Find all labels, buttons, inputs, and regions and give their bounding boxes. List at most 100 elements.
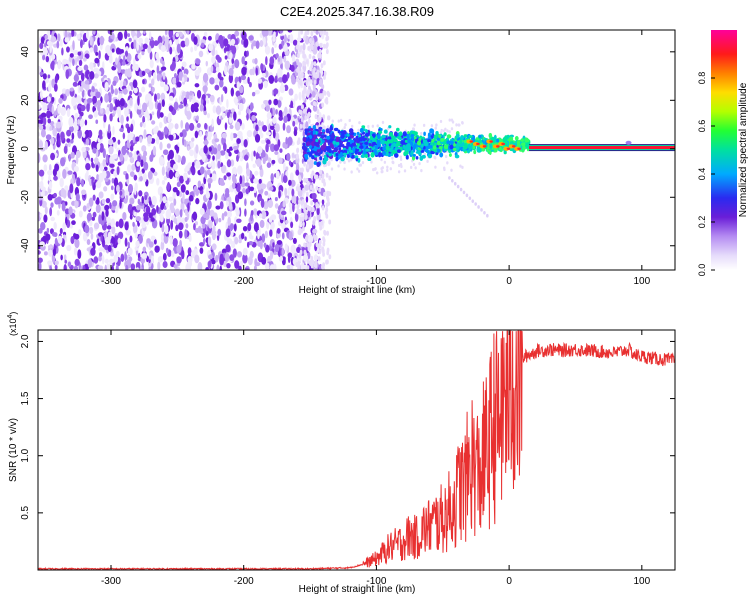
noise-cell (142, 43, 148, 50)
noise-cell (38, 228, 43, 234)
signal-cell (429, 144, 433, 149)
faint-cell (420, 169, 423, 173)
signal-cell (446, 134, 452, 139)
noise-cell (231, 57, 235, 65)
noise-cell (89, 71, 95, 80)
noise-cell (64, 259, 68, 264)
noise-cell (291, 76, 296, 85)
signal-cell (440, 137, 445, 142)
noise-cell (71, 220, 76, 226)
signal-cell (321, 129, 325, 133)
noise-cell (279, 148, 283, 153)
noise-cell (195, 115, 199, 121)
noise-cell (53, 175, 58, 181)
noise-cell (54, 75, 58, 84)
noise-cell (326, 247, 330, 253)
noise-cell (303, 203, 307, 209)
noise-cell (312, 100, 316, 106)
signal-cell (372, 141, 377, 146)
noise-cell (207, 199, 212, 210)
noise-cell (298, 253, 302, 259)
noise-cell (312, 198, 318, 203)
noise-cell (274, 196, 278, 202)
signal-cell (356, 139, 360, 144)
noise-cell (161, 179, 166, 185)
noise-cell (274, 43, 277, 48)
noise-cell (49, 207, 53, 217)
noise-cell (263, 80, 269, 88)
noise-cell (174, 208, 180, 217)
signal-cell (359, 127, 364, 134)
noise-cell (300, 200, 304, 206)
noise-cell (323, 229, 326, 235)
signal-cell (433, 142, 437, 147)
noise-cell (322, 262, 326, 268)
noise-cell (292, 39, 298, 46)
signal-cell (341, 144, 345, 148)
signal-cell (361, 154, 365, 158)
faint-cell (343, 167, 346, 171)
noise-cell (82, 205, 87, 212)
faint-cell (389, 167, 392, 171)
noise-cell (110, 185, 114, 191)
noise-cell (39, 71, 44, 76)
noise-cell (97, 37, 101, 47)
noise-cell (299, 123, 303, 129)
noise-cell (328, 219, 332, 225)
noise-cell (299, 220, 303, 228)
noise-cell (206, 169, 211, 176)
noise-cell (104, 244, 109, 251)
noise-cell (268, 99, 272, 105)
noise-cell (187, 247, 192, 256)
noise-cell (313, 236, 317, 242)
noise-cell (173, 217, 178, 224)
noise-cell (325, 42, 329, 48)
noise-cell (45, 233, 51, 241)
noise-cell (138, 170, 143, 177)
noise-cell (60, 106, 66, 116)
faint-cell (339, 118, 343, 122)
noise-cell (252, 208, 258, 216)
noise-cell (247, 222, 252, 232)
noise-cell (234, 260, 240, 269)
noise-cell (117, 237, 121, 245)
noise-cell (130, 42, 135, 50)
noise-cell (232, 248, 237, 258)
noise-cell (295, 77, 299, 83)
signal-cell (467, 143, 472, 149)
noise-cell (73, 165, 79, 172)
noise-cell (317, 256, 321, 262)
faint-cell (412, 127, 415, 131)
signal-cell (405, 154, 409, 160)
noise-cell (111, 266, 114, 270)
signal-cell (406, 134, 410, 140)
noise-cell (205, 60, 208, 67)
noise-cell (253, 178, 259, 184)
noise-cell (173, 101, 179, 111)
noise-cell (157, 256, 164, 263)
faint-cell (448, 130, 451, 134)
noise-cell (313, 61, 317, 67)
noise-cell (129, 110, 133, 119)
faint-cell (386, 168, 389, 172)
noise-cell (302, 187, 305, 193)
noise-cell (99, 35, 105, 46)
noise-cell (175, 135, 180, 140)
noise-cell (241, 122, 245, 130)
noise-cell (258, 196, 263, 202)
noise-cell (113, 177, 119, 188)
signal-cell (340, 156, 345, 162)
noise-cell (188, 194, 194, 202)
noise-cell (307, 210, 311, 218)
noise-cell (300, 148, 304, 154)
noise-cell (260, 63, 264, 71)
noise-cell (45, 55, 50, 63)
faint-cell (450, 118, 454, 122)
noise-cell (72, 40, 75, 51)
noise-cell (47, 244, 53, 249)
noise-cell (207, 131, 213, 138)
noise-cell (307, 246, 311, 252)
noise-cell (204, 122, 208, 130)
noise-cell (187, 202, 190, 212)
